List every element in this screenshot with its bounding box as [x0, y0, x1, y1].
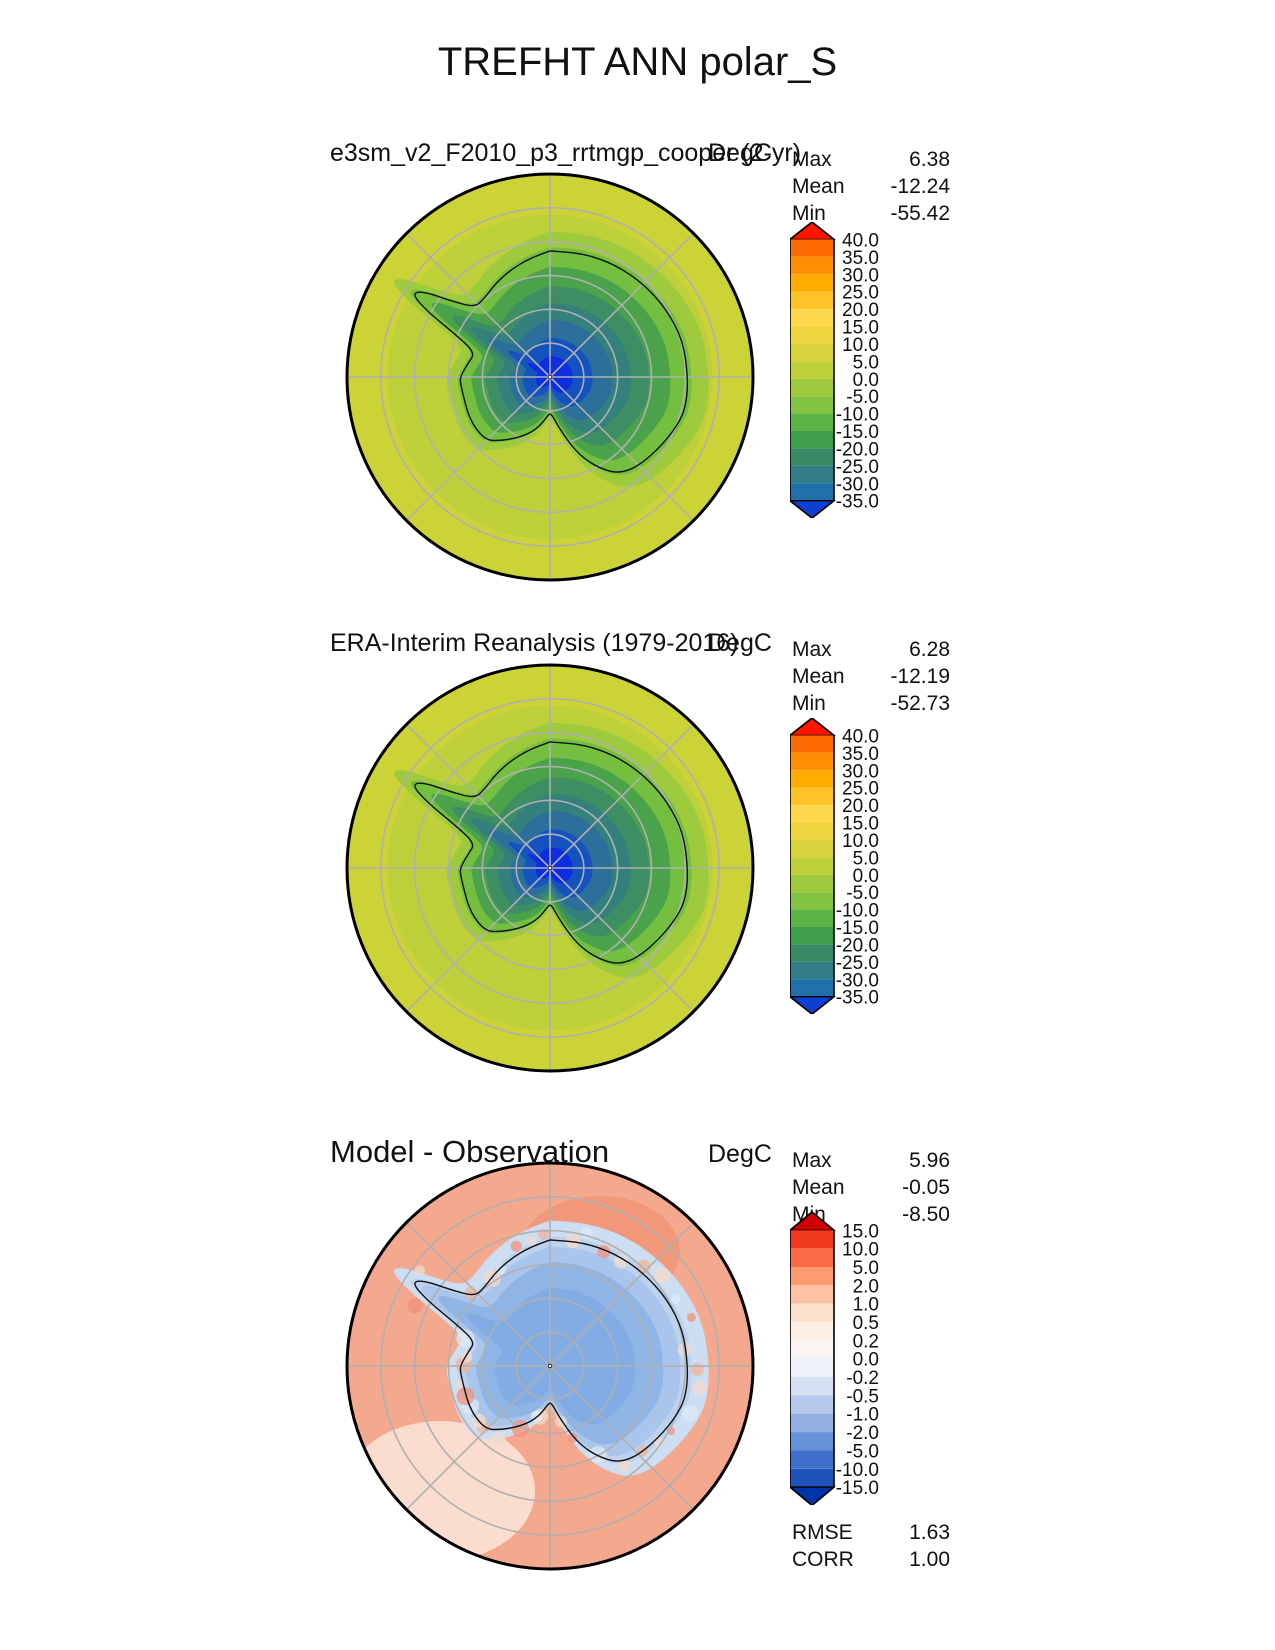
svg-text:-35.0: -35.0: [836, 492, 879, 513]
svg-text:-15.0: -15.0: [836, 1478, 879, 1499]
svg-text:-35.0: -35.0: [836, 988, 879, 1009]
